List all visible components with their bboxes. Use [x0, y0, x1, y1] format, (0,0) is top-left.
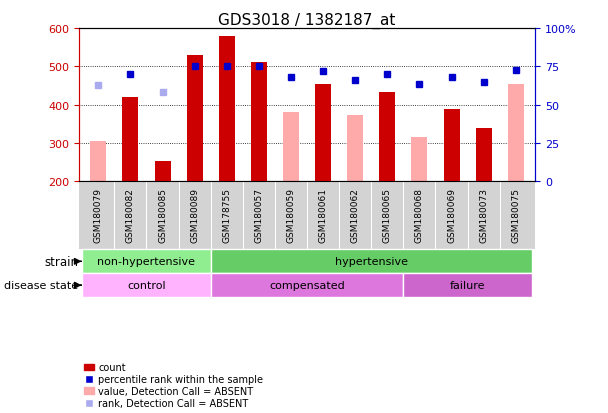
Bar	[187, 56, 202, 182]
Text: failure: failure	[450, 280, 485, 290]
Bar	[443, 110, 460, 182]
Bar	[412, 138, 427, 182]
Bar	[82, 273, 211, 297]
Bar	[283, 112, 299, 182]
Text: GSM180059: GSM180059	[286, 187, 295, 242]
Text: GSM180069: GSM180069	[447, 187, 456, 242]
Text: control: control	[127, 280, 166, 290]
Text: strain: strain	[44, 255, 78, 268]
Bar	[82, 250, 211, 273]
Title: GDS3018 / 1382187_at: GDS3018 / 1382187_at	[218, 13, 396, 29]
Bar	[90, 142, 106, 182]
Text: GSM180065: GSM180065	[383, 187, 392, 242]
Bar	[211, 273, 403, 297]
Bar	[379, 93, 395, 182]
Text: GSM180085: GSM180085	[158, 187, 167, 242]
Text: hypertensive: hypertensive	[335, 257, 408, 267]
Bar	[219, 37, 235, 182]
Text: disease state: disease state	[4, 280, 78, 290]
Text: GSM180089: GSM180089	[190, 187, 199, 242]
Text: GSM180068: GSM180068	[415, 187, 424, 242]
Legend: count, percentile rank within the sample, value, Detection Call = ABSENT, rank, : count, percentile rank within the sample…	[84, 363, 263, 408]
Bar	[508, 85, 524, 182]
Bar	[251, 63, 267, 182]
Text: GSM180075: GSM180075	[511, 187, 520, 242]
Bar	[315, 84, 331, 182]
Text: GSM180079: GSM180079	[94, 187, 103, 242]
Bar	[475, 128, 492, 182]
Text: compensated: compensated	[269, 280, 345, 290]
Bar	[154, 161, 171, 182]
Text: GSM180073: GSM180073	[479, 187, 488, 242]
Bar	[403, 273, 532, 297]
Bar	[347, 116, 363, 182]
Bar	[211, 250, 532, 273]
Bar	[122, 98, 139, 182]
Text: GSM178755: GSM178755	[223, 187, 231, 242]
Text: GSM180057: GSM180057	[254, 187, 263, 242]
Text: non-hypertensive: non-hypertensive	[97, 257, 196, 267]
Text: GSM180082: GSM180082	[126, 187, 135, 242]
Text: GSM180061: GSM180061	[319, 187, 328, 242]
Text: GSM180062: GSM180062	[351, 187, 360, 242]
